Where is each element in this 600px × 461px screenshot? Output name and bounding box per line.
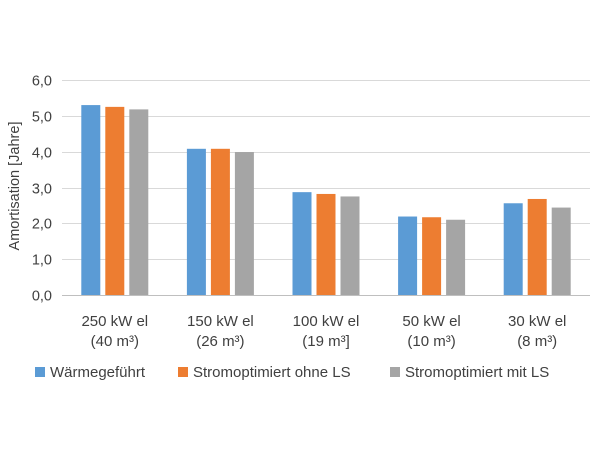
bar-2-3 (316, 193, 336, 295)
x-category-label: 30 kW el (8 m³) (508, 313, 566, 350)
bar-1-4 (398, 216, 418, 295)
bar-3-3 (340, 196, 360, 295)
legend-label: Stromoptimiert ohne LS (193, 364, 351, 381)
y-tick-label: 3,0 (32, 182, 52, 198)
legend-swatch (178, 367, 188, 377)
bar-2-5 (527, 198, 547, 295)
bars (81, 105, 571, 295)
bar-1-5 (503, 203, 523, 295)
bar-3-2 (234, 152, 254, 295)
bar-2-2 (210, 148, 230, 295)
x-category-label: 150 kW el (26 m³) (187, 313, 254, 350)
y-tick-label: 1,0 (32, 253, 52, 269)
y-tick-label: 5,0 (32, 110, 52, 126)
y-tick-label: 0,0 (32, 289, 52, 305)
y-tick-label: 2,0 (32, 217, 52, 233)
bar-3-1 (129, 109, 149, 295)
legend-label: Wärmegeführt (50, 364, 146, 381)
y-axis-ticks: 0,0 1,0 2,0 3,0 4,0 5,0 6,0 (32, 74, 52, 305)
bar-1-2 (186, 148, 206, 295)
y-tick-label: 6,0 (32, 74, 52, 90)
x-category-label: 100 kW el (19 m³] (293, 313, 360, 350)
bar-1-1 (81, 105, 101, 295)
bar-3-4 (446, 219, 466, 295)
legend-swatch (35, 367, 45, 377)
legend: Wärmegeführt Stromoptimiert ohne LS Stromo… (35, 364, 549, 381)
y-axis-title: Amortisation [Jahre] (7, 122, 23, 251)
bar-2-1 (105, 106, 125, 295)
bar-2-4 (422, 217, 442, 295)
x-axis-labels: 250 kW el (40 m³) 150 kW el (26 m³) 100 kW e… (81, 313, 566, 350)
bar-3-5 (551, 207, 571, 295)
legend-label: Stromoptimiert mit LS (405, 364, 549, 381)
x-category-label: 250 kW el (40 m³) (81, 313, 148, 350)
x-category-label: 50 kW el (10 m³) (402, 313, 460, 350)
bar-1-3 (292, 192, 312, 295)
y-tick-label: 4,0 (32, 146, 52, 162)
legend-swatch (390, 367, 400, 377)
